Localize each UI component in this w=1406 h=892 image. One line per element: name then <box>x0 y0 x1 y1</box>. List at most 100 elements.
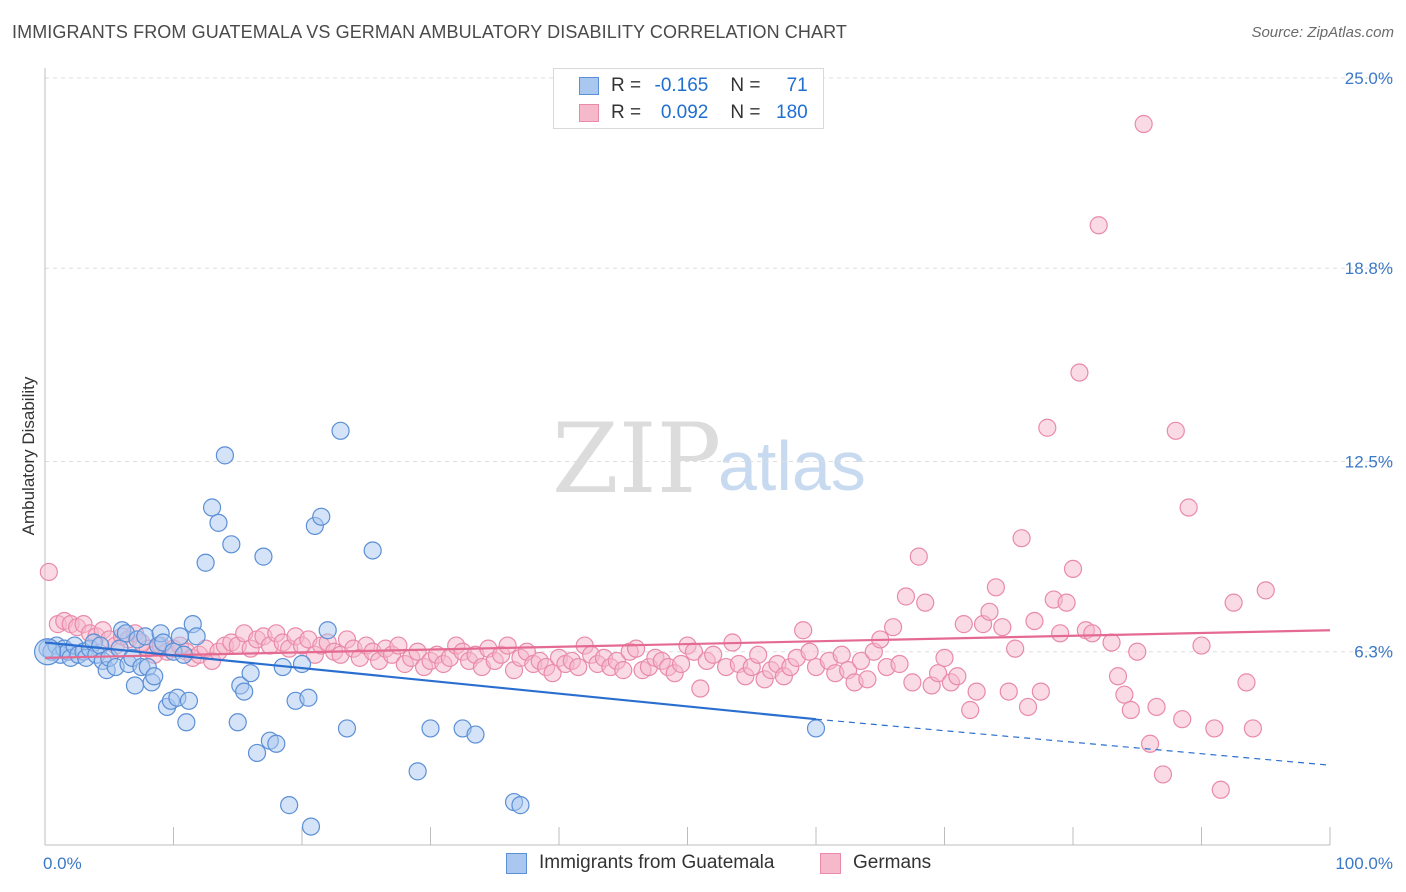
axes <box>44 68 1331 846</box>
german-point <box>1140 734 1160 753</box>
germans-points <box>39 114 1275 799</box>
guatemala-point <box>363 541 382 560</box>
guatemala-point <box>222 535 241 554</box>
german-point <box>832 645 851 664</box>
german-point <box>1102 633 1121 652</box>
german-point <box>928 664 948 683</box>
german-point <box>704 645 723 664</box>
german-point <box>800 642 819 661</box>
guatemala-point <box>179 691 199 710</box>
tick-labels: 6.3% 12.5% 18.8% 25.0% 0.0% 100.0% <box>43 69 1393 873</box>
legend-swatch-blue <box>579 77 599 95</box>
x-tick-label: 100.0% <box>1335 854 1393 873</box>
german-point <box>1115 685 1134 704</box>
german-point <box>671 654 691 674</box>
german-point <box>1224 593 1243 612</box>
legend-item-guatemala[interactable]: Immigrants from Guatemala <box>506 852 774 874</box>
guatemala-point <box>187 627 206 646</box>
watermark-zip: ZIP <box>552 403 721 515</box>
german-point <box>1237 673 1256 692</box>
german-point <box>498 636 517 655</box>
german-point <box>389 636 408 655</box>
german-point <box>1166 421 1185 440</box>
legend-r-label: R = <box>611 75 647 96</box>
german-point <box>1038 418 1057 437</box>
guatemala-point <box>125 676 145 695</box>
german-point <box>967 682 986 701</box>
german-point <box>883 618 903 637</box>
source-label: Source: ZipAtlas.com <box>1251 24 1394 41</box>
german-point <box>935 648 954 667</box>
legend-r-value: 0.092 <box>660 102 709 123</box>
watermark: ZIP atlas <box>552 403 866 515</box>
guatemala-point <box>312 507 331 526</box>
y-tick-label: 12.5% <box>1345 453 1393 472</box>
legend-item-label: Germans <box>853 852 932 873</box>
legend-r-label: R = <box>611 102 647 123</box>
guatemala-point <box>301 817 321 836</box>
chart-title: IMMIGRANTS FROM GUATEMALA VS GERMAN AMBU… <box>12 22 847 42</box>
correlation-legend: R = -0.165 N = 71 R = 0.092 N = 180 <box>553 68 824 129</box>
guatemala-trend-extension <box>815 718 1331 766</box>
legend-swatch-blue <box>506 852 527 874</box>
german-point <box>1031 682 1050 701</box>
german-point <box>993 618 1012 637</box>
guatemala-point <box>228 713 247 732</box>
guatemala-point <box>292 654 312 674</box>
guatemala-point <box>331 421 350 440</box>
german-point <box>1070 363 1089 382</box>
german-point <box>39 562 58 582</box>
legend-n-value: 180 <box>776 102 808 123</box>
german-point <box>1018 697 1038 717</box>
german-point <box>749 645 768 664</box>
german-point <box>954 615 973 634</box>
guatemala-point <box>318 621 337 640</box>
german-point <box>691 679 710 698</box>
legend-r-value: -0.165 <box>654 75 709 96</box>
german-point <box>1153 765 1173 784</box>
german-point <box>614 661 633 680</box>
german-point <box>909 547 928 566</box>
german-point <box>858 670 877 689</box>
german-point <box>1057 593 1076 612</box>
y-tick-label: 18.8% <box>1345 259 1393 278</box>
german-point <box>1128 642 1147 661</box>
legend-swatch-pink <box>820 852 841 874</box>
guatemala-point <box>196 553 215 572</box>
german-point <box>1063 559 1083 578</box>
german-point <box>1025 611 1044 631</box>
guatemala-point <box>177 713 196 732</box>
german-point <box>851 651 871 671</box>
german-point <box>408 642 427 661</box>
german-point <box>1256 581 1275 600</box>
german-point <box>1121 700 1140 720</box>
german-point <box>1108 667 1128 686</box>
legend-item-germans[interactable]: Germans <box>820 852 931 874</box>
german-point <box>1083 624 1102 643</box>
y-tick-label: 6.3% <box>1354 643 1393 662</box>
guatemala-point <box>299 688 318 707</box>
guatemala-point <box>267 734 286 753</box>
guatemala-point <box>241 664 260 683</box>
german-point <box>1006 639 1025 658</box>
german-point <box>903 673 922 692</box>
guatemala-trend-line <box>44 641 817 721</box>
guatemala-point <box>421 719 440 738</box>
german-point <box>980 602 999 621</box>
germans-trend-line <box>44 629 1331 659</box>
german-point <box>896 587 916 606</box>
german-point <box>961 700 980 720</box>
guatemala-point <box>235 682 254 701</box>
german-point <box>1089 216 1108 235</box>
german-point <box>890 654 909 674</box>
guatemala-point <box>466 725 485 744</box>
y-tick-label: 25.0% <box>1345 69 1393 88</box>
guatemala-point <box>408 762 427 781</box>
german-point <box>543 664 562 683</box>
german-point <box>916 593 935 612</box>
guatemala-point <box>280 796 299 815</box>
series-legend: Immigrants from Guatemala Germans <box>0 852 1406 878</box>
german-point <box>948 667 967 686</box>
german-point <box>1243 719 1263 738</box>
